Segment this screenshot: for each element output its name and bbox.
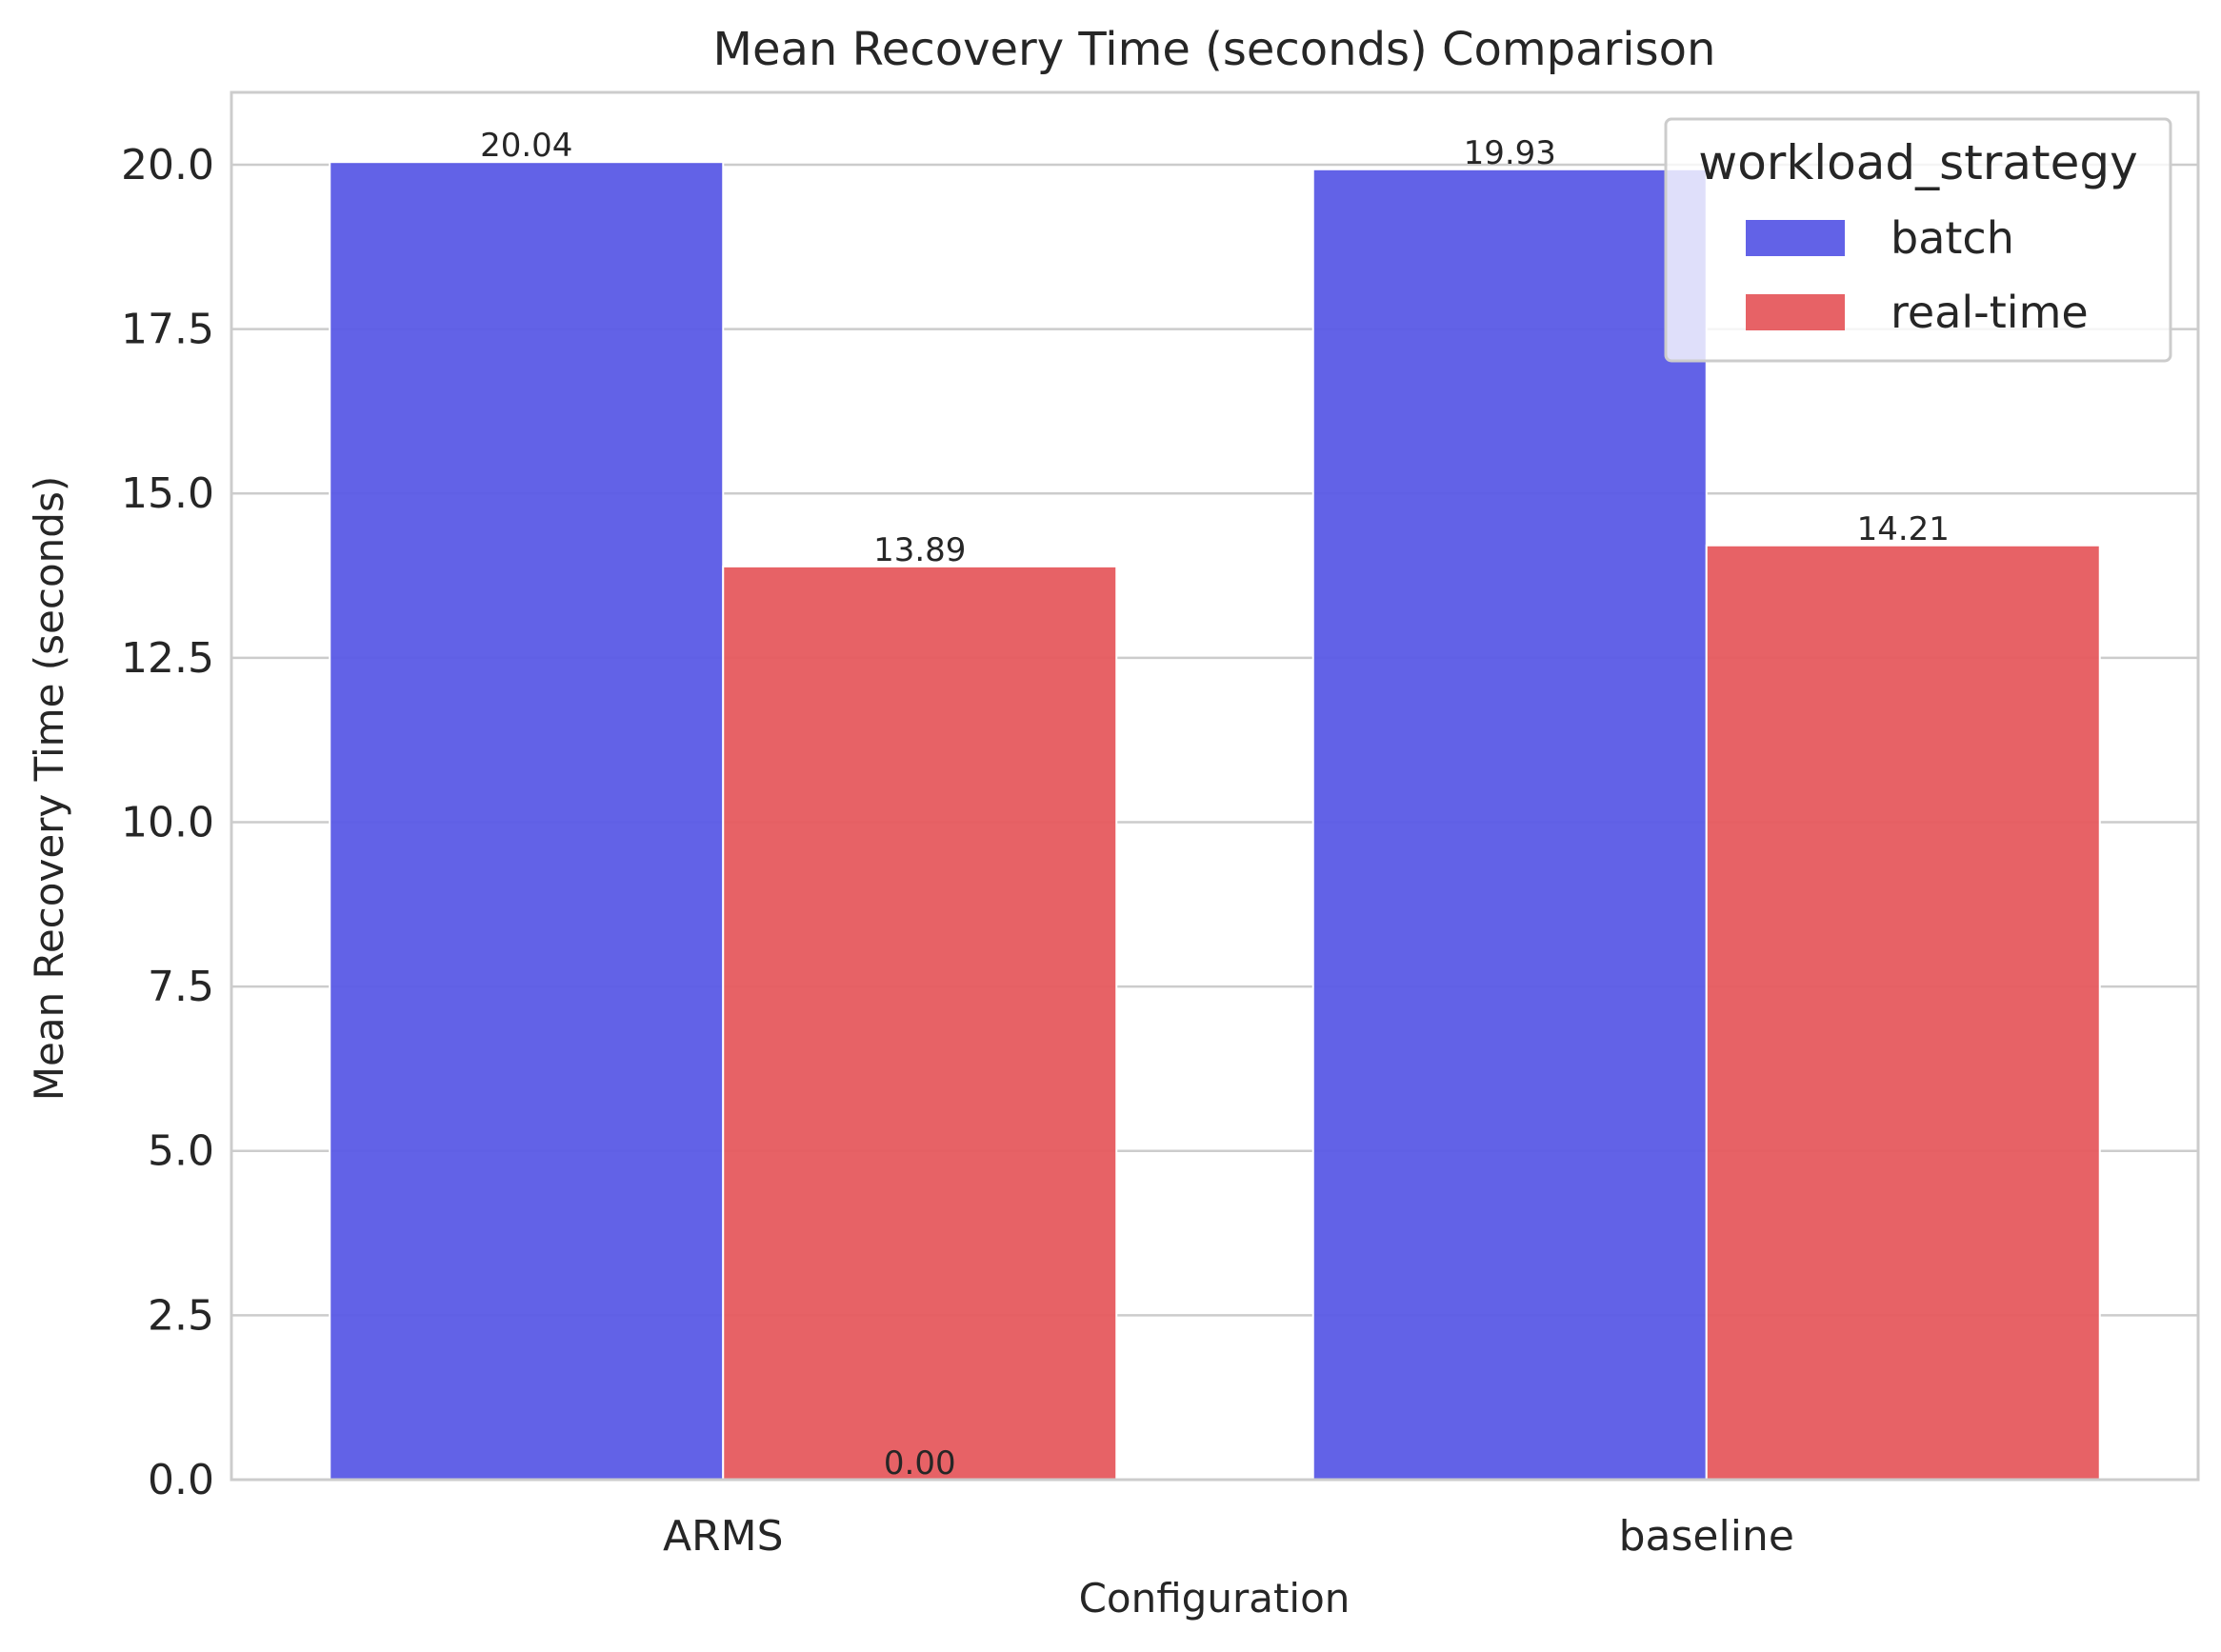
y-axis-ticks: 0.0 2.5 5.0 7.5 10.0 12.5 15.0 17.5 20.0 [121,141,214,1504]
bar-value-label: 13.89 [873,531,966,569]
x-axis-label: Configuration [1079,1575,1351,1622]
bar-value-label: 14.21 [1857,510,1950,548]
bar-real-time-baseline [1705,544,2101,1481]
bar-batch-ARMS [329,161,725,1481]
bar-real-time-ARMS [722,565,1118,1481]
y-tick-label: 0.0 [148,1456,214,1504]
legend-swatch-batch [1746,220,1845,256]
chart-title: Mean Recovery Time (seconds) Comparison [713,23,1716,76]
bar-value-labels: 20.04 13.89 19.93 14.21 0.00 [480,127,1950,1483]
plot-frame [230,90,2200,1482]
legend-title: workload_strategy [1698,135,2137,190]
y-tick-label: 20.0 [121,141,214,189]
y-tick-label: 15.0 [121,469,214,518]
x-tick-label: baseline [1619,1512,1794,1561]
legend: workload_strategy batch real-time [1664,117,2172,363]
bar-batch-baseline [1311,168,1708,1481]
bar-value-label: 0.00 [884,1444,956,1483]
y-tick-label: 10.0 [121,798,214,846]
x-tick-label: ARMS [663,1512,784,1561]
legend-label-batch: batch [1891,212,2014,264]
bar-value-label: 19.93 [1464,134,1556,172]
y-tick-label: 12.5 [121,634,214,683]
legend-swatch-real-time [1746,294,1845,330]
legend-label-real-time: real-time [1891,287,2089,338]
x-axis-ticks: ARMS baseline [663,1512,1794,1561]
y-tick-label: 5.0 [148,1127,214,1176]
y-tick-label: 7.5 [148,963,214,1011]
y-tick-label: 2.5 [148,1291,214,1340]
bar-value-label: 20.04 [480,127,572,165]
y-axis-label: Mean Recovery Time (seconds) [26,476,72,1101]
y-tick-label: 17.5 [121,306,214,354]
bars [329,161,2101,1481]
